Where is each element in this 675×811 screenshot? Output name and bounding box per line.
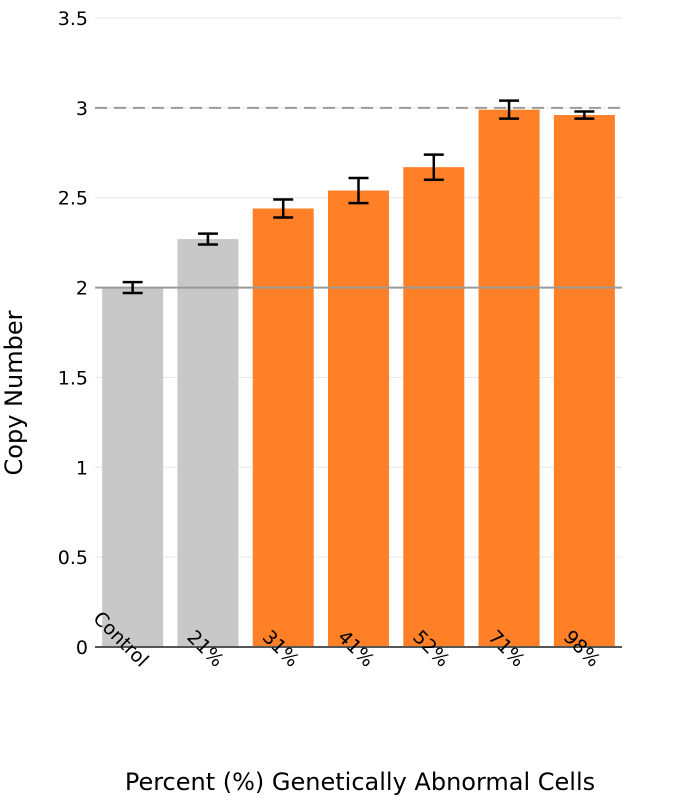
reference-lines	[95, 106, 622, 289]
y-tick-label: 3	[76, 98, 88, 120]
bar	[328, 190, 389, 648]
y-tick-label: 2.5	[58, 188, 88, 210]
error-bar	[499, 99, 520, 120]
y-tick-label: 1	[76, 457, 88, 479]
error-bar	[273, 198, 294, 219]
error-bars	[122, 99, 595, 295]
y-tick-label: 2	[76, 278, 88, 300]
y-tick-label: 0.5	[58, 547, 88, 569]
x-axis-title: Percent (%) Genetically Abnormal Cells	[125, 768, 595, 796]
error-bar	[423, 153, 444, 181]
bar	[403, 167, 465, 648]
y-tick-label: 1.5	[58, 367, 88, 389]
error-bar	[122, 280, 143, 295]
y-axis-ticks: 0 0.5 1 1.5 2 2.5 3 3.5	[58, 8, 88, 659]
error-bar	[574, 110, 595, 120]
bar	[177, 239, 239, 647]
error-bar	[197, 232, 218, 246]
y-tick-label: 0	[76, 637, 88, 659]
bar	[553, 115, 615, 647]
bars	[102, 109, 615, 648]
error-bar	[348, 176, 369, 205]
y-axis-title: Copy Number	[0, 310, 28, 475]
bar	[478, 109, 540, 647]
bar	[252, 208, 314, 648]
y-tick-label: 3.5	[58, 8, 88, 30]
bar	[102, 287, 164, 647]
